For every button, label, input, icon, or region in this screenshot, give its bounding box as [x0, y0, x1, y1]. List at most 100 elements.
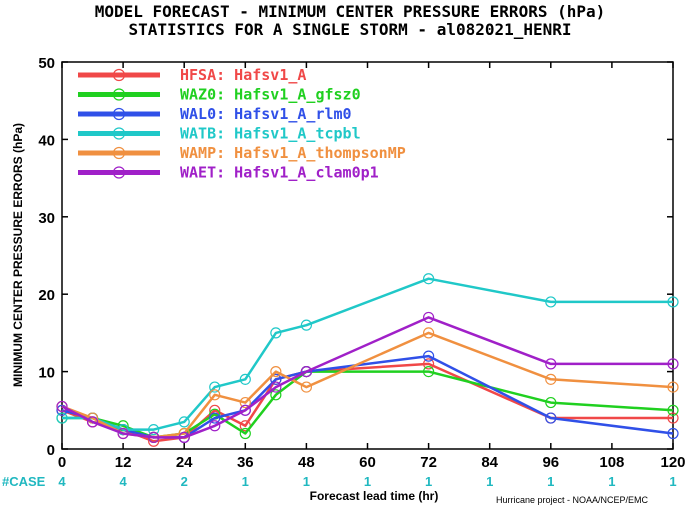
case-count: 4: [119, 474, 127, 489]
data-point-watb: [545, 296, 557, 308]
case-count: 1: [608, 474, 615, 489]
legend-item-watb: WATB: Hafsv1_A_tcpbl: [78, 125, 361, 143]
data-point-waet: [300, 366, 312, 378]
legend-item-hfsa: HFSA: Hafsv1_A: [78, 66, 306, 84]
y-tick-label: 10: [38, 365, 55, 382]
data-point-waz0: [423, 366, 435, 378]
data-point-waet: [117, 427, 129, 440]
x-tick-label: 0: [58, 454, 66, 471]
x-axis: 0 12 24 36 48 60 72 84 96 108 120: [58, 62, 686, 471]
data-point-wamp: [209, 389, 221, 401]
case-count: 1: [425, 474, 432, 489]
legend-marker: [112, 166, 126, 179]
data-point-wamp: [545, 373, 557, 385]
legend-marker: [112, 68, 126, 82]
data-point-waet: [545, 358, 557, 370]
data-point-waet: [56, 400, 68, 413]
y-tick-label: 50: [38, 55, 55, 72]
x-tick-label: 72: [420, 454, 437, 471]
x-axis-label: Forecast lead time (hr): [310, 489, 439, 503]
legend-item-wal0: WAL0: Hafsv1_A_rlm0: [78, 105, 352, 123]
case-count: 4: [58, 474, 66, 489]
legend-label: WAZ0: Hafsv1_A_gfsz0: [180, 86, 361, 104]
chart-title: MODEL FORECAST - MINIMUM CENTER PRESSURE…: [95, 2, 606, 21]
data-point-watb: [148, 424, 160, 436]
data-point-waz0: [239, 427, 251, 440]
data-point-wal0: [667, 427, 679, 440]
data-point-wal0: [270, 373, 282, 385]
x-tick-label: 48: [298, 454, 315, 471]
plot-frame: [61, 61, 674, 450]
data-point-wamp: [423, 327, 435, 339]
data-point-waet: [86, 416, 99, 428]
y-tick-label: 20: [38, 287, 55, 304]
legend-item-wamp: WAMP: Hafsv1_A_thompsonMP: [78, 144, 406, 162]
legend-marker: [112, 88, 126, 101]
data-point-wal0: [545, 412, 557, 424]
case-label: #CASE: [2, 474, 46, 489]
y-tick-label: 0: [47, 442, 55, 459]
data-point-wamp: [239, 396, 251, 409]
data-point-watb: [239, 373, 251, 385]
data-point-watb: [270, 327, 282, 339]
data-point-wal0: [209, 412, 221, 424]
x-tick-label: 24: [176, 454, 193, 471]
data-point-wal0: [423, 350, 435, 362]
case-count: 2: [181, 474, 188, 489]
data-point-waz0: [667, 404, 679, 416]
data-point-waet: [148, 431, 160, 443]
case-count: 1: [364, 474, 371, 489]
x-tick-label: 84: [481, 454, 498, 471]
series-line-watb: [62, 277, 673, 431]
series-watb: [56, 273, 679, 436]
data-point-watb: [178, 416, 190, 428]
legend-item-waet: WAET: Hafsv1_A_clam0p1: [78, 164, 379, 182]
credit-text: Hurricane project - NOAA/NCEP/EMC: [496, 495, 649, 505]
legend-label: HFSA: Hafsv1_A: [180, 66, 306, 84]
x-tick-label: 120: [660, 454, 685, 471]
x-tick-label: 60: [359, 454, 376, 471]
legend-marker: [112, 107, 126, 121]
series-waz0: [56, 366, 679, 443]
data-point-waet: [667, 358, 679, 370]
data-point-hfsa: [667, 412, 679, 424]
series-waet: [56, 311, 679, 443]
data-point-watb: [300, 319, 312, 331]
legend-item-waz0: WAZ0: Hafsv1_A_gfsz0: [78, 86, 361, 104]
case-count: 1: [242, 474, 249, 489]
legend-label: WATB: Hafsv1_A_tcpbl: [180, 125, 361, 143]
case-count: 1: [669, 474, 676, 489]
x-tick-label: 12: [115, 454, 132, 471]
data-point-waet: [239, 404, 251, 416]
legend-marker: [112, 146, 126, 160]
case-counts: 4 4 2 1 1 1 1 1 1 1 1: [58, 474, 676, 489]
data-point-waz0: [545, 396, 557, 409]
data-point-waet: [209, 420, 221, 432]
series-layer: [56, 273, 679, 447]
y-axis: 0 10 20 30 40 50: [38, 55, 673, 459]
series-line-waet: [61, 316, 673, 439]
legend-marker: [112, 127, 126, 140]
legend-label: WAL0: Hafsv1_A_rlm0: [180, 105, 352, 123]
data-point-watb: [423, 273, 435, 285]
legend-label: WAET: Hafsv1_A_clam0p1: [180, 164, 379, 182]
chart-subtitle: STATISTICS FOR A SINGLE STORM - al082021…: [128, 20, 571, 39]
data-point-waet: [423, 311, 435, 324]
data-point-hfsa: [423, 358, 435, 370]
y-tick-label: 30: [38, 210, 55, 227]
x-tick-label: 108: [599, 454, 624, 471]
data-point-wamp: [667, 381, 679, 393]
x-tick-label: 36: [237, 454, 254, 471]
data-point-waet: [178, 431, 190, 443]
data-point-watb: [209, 381, 221, 393]
y-tick-label: 40: [38, 132, 55, 149]
legend: HFSA: Hafsv1_A WAZ0: Hafsv1_A_gfsz0WAL0: …: [78, 66, 406, 182]
data-point-wamp: [300, 381, 312, 393]
data-point-watb: [667, 296, 679, 308]
case-count: 1: [303, 474, 310, 489]
data-point-waz0: [270, 389, 282, 401]
case-count: 1: [486, 474, 493, 489]
y-axis-label: MINIMUM CENTER PRESSURE ERRORS (hPa): [11, 123, 25, 387]
data-point-wamp: [270, 366, 282, 378]
